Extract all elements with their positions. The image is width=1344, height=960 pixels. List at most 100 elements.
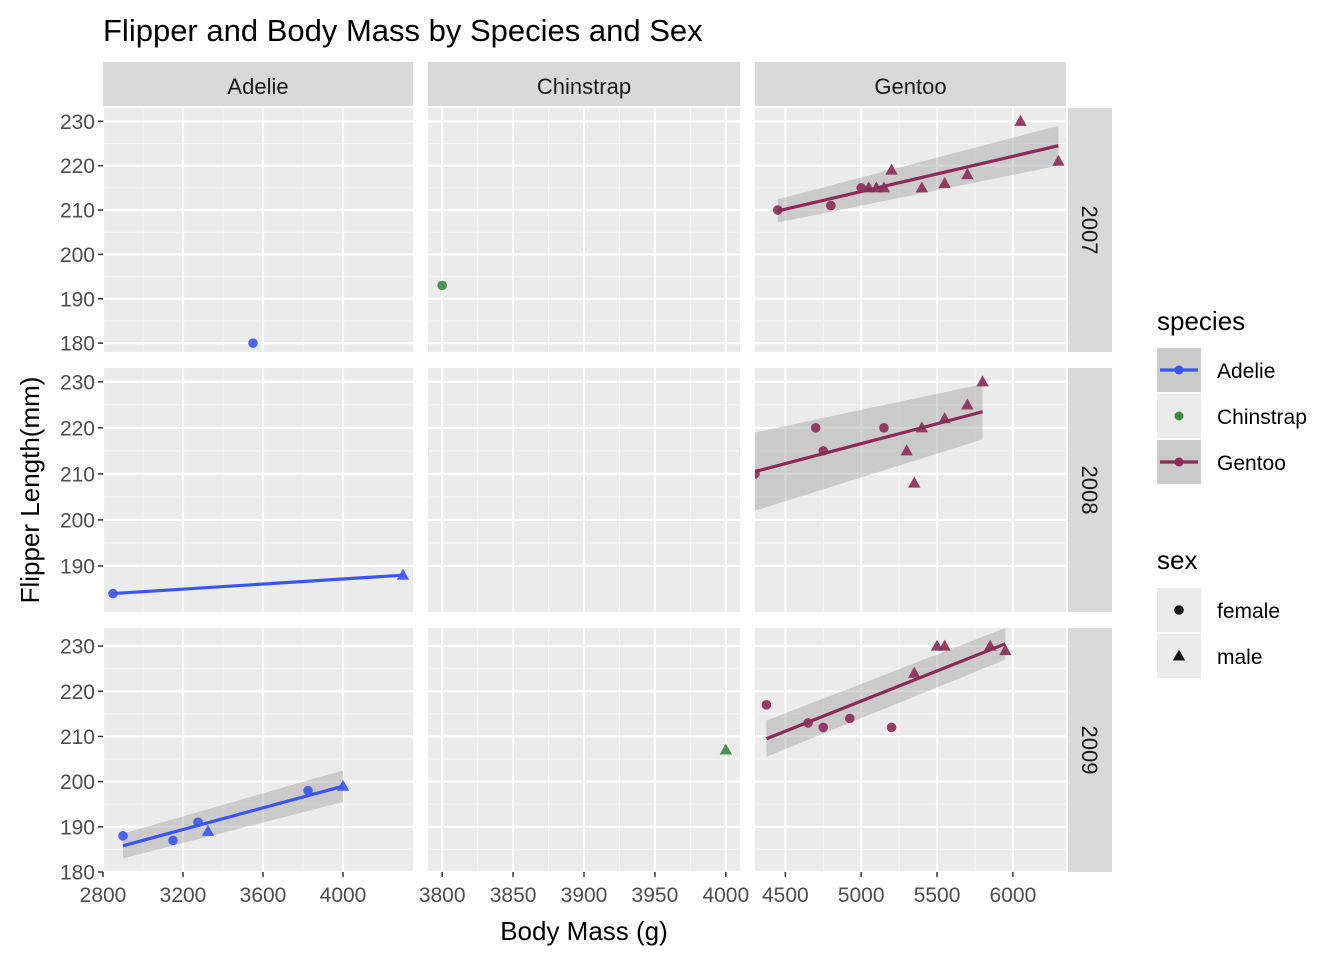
y-tick-label: 220: [60, 417, 95, 440]
facet-strip-gentoo: [755, 62, 1066, 106]
data-point-male: [900, 444, 913, 456]
legend-label: female: [1217, 600, 1280, 623]
y-tick-label: 210: [60, 200, 95, 223]
x-tick-label: 3600: [240, 884, 287, 907]
y-tick-label: 200: [60, 509, 95, 532]
y-tick-label: 180: [60, 333, 95, 356]
legend-entry-gentoo: Gentoo: [1157, 440, 1286, 484]
y-axis-title: Flipper Length(mm): [15, 377, 45, 604]
confidence-band: [755, 384, 983, 511]
data-point-male: [976, 375, 989, 387]
regression-line: [765, 642, 1006, 741]
y-tick-label: 230: [60, 371, 95, 394]
y-tick-label: 190: [60, 816, 95, 839]
y-tick-label: 200: [60, 244, 95, 267]
legend-key-shape: [1174, 605, 1184, 615]
x-tick-label: 3200: [160, 884, 207, 907]
legend-label: male: [1217, 646, 1263, 669]
data-point-female: [303, 785, 313, 796]
x-tick-label: 5000: [838, 884, 885, 907]
facet-strip-2008: [1068, 368, 1112, 612]
panel-gentoo-2009: 4500 5000 5500 6000: [755, 628, 1066, 907]
legend-entry-chinstrap: Chinstrap: [1157, 394, 1307, 438]
y-tick-label: 180: [60, 862, 95, 885]
panel-marks: [248, 338, 258, 348]
legend-title-species: species: [1157, 306, 1245, 336]
data-point-female: [879, 423, 889, 433]
facet-row-label: 2009: [1077, 726, 1102, 775]
y-tick-label: 230: [60, 111, 95, 134]
x-tick-label: 3950: [632, 884, 679, 907]
y-tick-label: 190: [60, 555, 95, 578]
data-point-female: [118, 831, 128, 841]
data-point-female: [248, 338, 258, 348]
y-tick-label: 220: [60, 681, 95, 704]
data-point-male: [885, 163, 898, 175]
panel-gentoo-2007: [755, 108, 1066, 352]
x-tick-label: 2800: [80, 884, 127, 907]
panel-marks: [755, 375, 989, 511]
regression-line: [112, 573, 404, 596]
legend-entry-male: male: [1157, 634, 1263, 678]
facet-strip-label: Gentoo: [874, 74, 946, 99]
x-tick-label: 5500: [914, 884, 961, 907]
panel-marks: [118, 770, 350, 859]
legend-label: Adelie: [1217, 360, 1275, 383]
data-point-female: [845, 713, 855, 724]
data-point-male: [908, 476, 921, 488]
facet-strip-2009: [1068, 628, 1112, 872]
panel-marks: [437, 280, 447, 291]
legend: species Adelie Chinstrap Gentoo sex female mal…: [1157, 306, 1307, 678]
facet-strip-adelie: [103, 62, 413, 106]
data-point-male: [908, 666, 921, 678]
panel-marks: [772, 114, 1065, 223]
facet-row-label: 2007: [1077, 206, 1102, 255]
panel-background: [755, 108, 1066, 352]
facet-strip-label: Chinstrap: [537, 74, 631, 99]
y-tick-label: 230: [60, 636, 95, 659]
legend-title-sex: sex: [1157, 545, 1197, 575]
data-point-female: [818, 722, 829, 733]
panel-adelie-2008: 190 200 210 220 230: [60, 368, 413, 612]
panel-gentoo-2008: [755, 368, 1066, 612]
panel-background: [755, 368, 1066, 612]
x-tick-label: 4000: [702, 884, 749, 907]
facet-strip-chinstrap: [428, 62, 740, 106]
x-axis-title: Body Mass (g): [500, 916, 668, 946]
legend-key-point: [1174, 411, 1184, 421]
panel-background: [103, 108, 413, 352]
x-tick-label: 3800: [419, 884, 466, 907]
data-point-male: [938, 176, 951, 188]
panel-background: [103, 368, 413, 612]
x-tick-label: 4500: [762, 884, 809, 907]
y-tick-label: 200: [60, 771, 95, 794]
x-tick-label: 4000: [320, 884, 367, 907]
data-point-male: [915, 181, 929, 193]
facet-panels: Adelie Chinstrap Gentoo 2007 2008 2009 180 190 2…: [60, 62, 1112, 907]
x-tick-label: 3900: [561, 884, 608, 907]
panel-background: [755, 628, 1066, 872]
regression-line: [777, 144, 1059, 213]
legend-label: Gentoo: [1217, 452, 1286, 475]
panel-adelie-2007: 180 190 200 210 220 230: [60, 108, 413, 356]
legend-entry-adelie: Adelie: [1157, 348, 1275, 392]
x-tick-label: 3850: [490, 884, 537, 907]
data-point-female: [437, 280, 447, 291]
facet-strip-label: Adelie: [227, 74, 288, 99]
data-point-female: [826, 200, 836, 211]
data-point-male: [1052, 154, 1065, 166]
data-point-male: [201, 824, 215, 836]
regression-line: [755, 410, 983, 474]
data-point-male: [938, 639, 951, 651]
panel-adelie-2009: 180 190 200 210 220 230 2800 3200 3600 4000: [60, 628, 413, 907]
panel-chinstrap-2007: [428, 108, 740, 352]
legend-key-point: [1174, 365, 1184, 375]
legend-label: Chinstrap: [1217, 406, 1307, 429]
facet-row-label: 2008: [1077, 466, 1102, 515]
data-point-female: [761, 700, 772, 710]
data-point-female: [810, 423, 821, 433]
data-point-male: [719, 743, 732, 755]
data-point-male: [961, 398, 974, 410]
x-tick-label: 6000: [990, 884, 1037, 907]
